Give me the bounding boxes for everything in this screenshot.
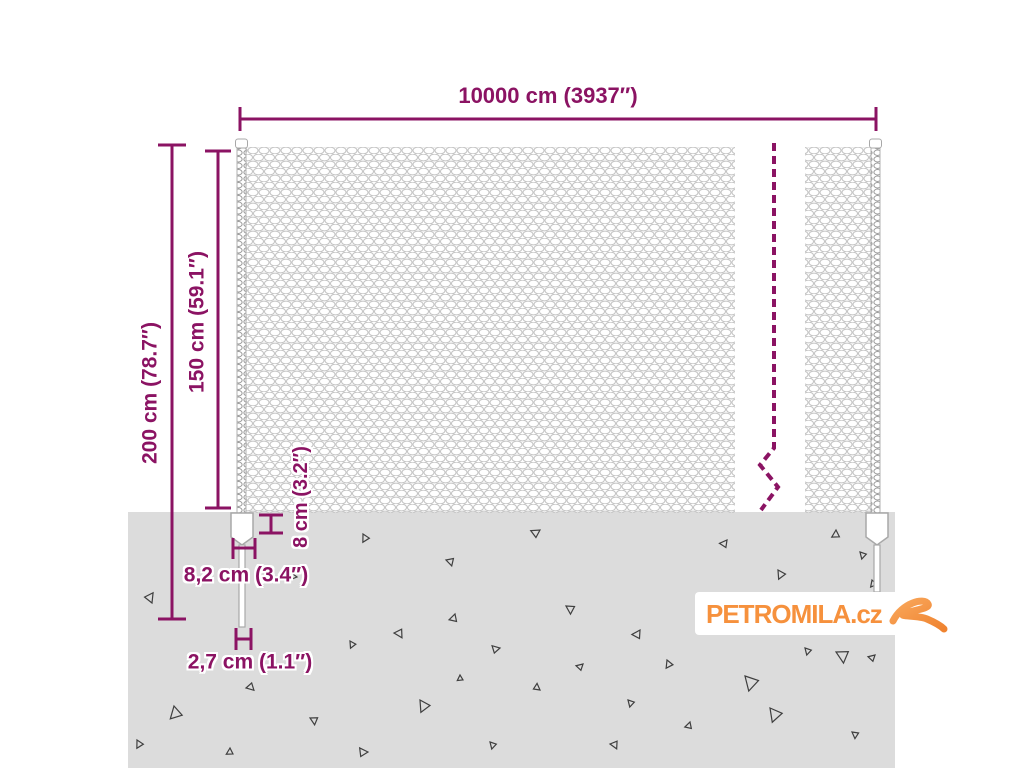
- ground-triangle: [392, 628, 403, 639]
- fence-post-right: [870, 141, 881, 514]
- ground-triangle: [630, 628, 641, 640]
- ground-triangle: [444, 557, 455, 568]
- dim-bracket-post-diameter: [234, 628, 253, 650]
- ground-triangle: [834, 651, 850, 665]
- dim-bracket-anchor-depth: [259, 513, 283, 535]
- ground-triangle: [777, 568, 787, 581]
- ground-triangle: [143, 591, 154, 605]
- dim-line-total-width: [238, 107, 878, 131]
- ground-triangle: [718, 539, 728, 549]
- ground-triangle: [804, 647, 813, 657]
- dim-label-anchor-width: 8,2 cm (3.4″): [183, 563, 309, 587]
- ground-triangle: [491, 644, 502, 655]
- ground-triangle: [627, 699, 636, 709]
- break-line: [757, 143, 781, 512]
- dim-label-anchor-depth: 8 cm (3.2″): [290, 446, 312, 548]
- ground-triangle: [744, 675, 760, 693]
- ground-triangle: [447, 612, 458, 623]
- ground-triangle: [529, 529, 542, 539]
- fence-post-left-cap: [235, 138, 248, 149]
- ground-triangle: [169, 704, 184, 720]
- anchor-plate-left: [230, 512, 254, 546]
- anchor-spike-right: [873, 544, 881, 593]
- fence-post-left: [236, 141, 247, 514]
- ground-triangle: [564, 605, 576, 616]
- dim-bracket-anchor-width: [231, 538, 257, 559]
- ground-triangle: [851, 731, 860, 740]
- ground-triangle: [456, 673, 464, 682]
- anchor-spike-left: [238, 544, 246, 628]
- ground-triangle: [665, 658, 675, 670]
- brand-swoosh-icon: [889, 597, 948, 632]
- anchor-plate-right: [865, 512, 889, 546]
- fence-post-right-cap: [869, 138, 882, 149]
- ground-triangle: [419, 698, 432, 714]
- ground-triangle: [574, 663, 584, 672]
- dim-label-post-diameter: 2,7 cm (1.1″): [187, 650, 313, 674]
- ground-triangle: [769, 707, 784, 724]
- ground-triangle: [859, 551, 868, 561]
- dim-line-total-height: [158, 143, 186, 621]
- ground-triangle: [289, 571, 299, 581]
- ground-triangle: [358, 746, 370, 758]
- dim-label-total-height: 200 cm (78.7″): [138, 322, 162, 464]
- ground-triangle: [830, 528, 841, 538]
- fence-mesh-right-section: [805, 147, 879, 513]
- dim-label-total-width: 10000 cm (3937″): [458, 83, 638, 108]
- dim-label-mesh-height: 150 cm (59.1″): [185, 251, 209, 393]
- ground-triangle: [866, 654, 876, 663]
- ground-triangle: [244, 681, 255, 692]
- ground-triangle: [308, 717, 319, 727]
- dim-line-mesh-height: [205, 149, 231, 510]
- fence-mesh-left-section: [246, 147, 735, 513]
- ground-triangle: [349, 639, 357, 650]
- ground-triangle: [362, 532, 371, 544]
- ground-triangle: [532, 682, 541, 691]
- ground-triangle: [683, 720, 693, 730]
- ground-texture: [136, 528, 878, 758]
- brand-logo-text: PETROMILA.cz: [706, 598, 883, 629]
- ground-triangle: [136, 738, 145, 750]
- ground-triangle: [608, 740, 618, 750]
- ground-triangle: [225, 746, 234, 755]
- ground-triangle: [489, 741, 498, 751]
- brand-logo: PETROMILA.cz: [695, 592, 948, 635]
